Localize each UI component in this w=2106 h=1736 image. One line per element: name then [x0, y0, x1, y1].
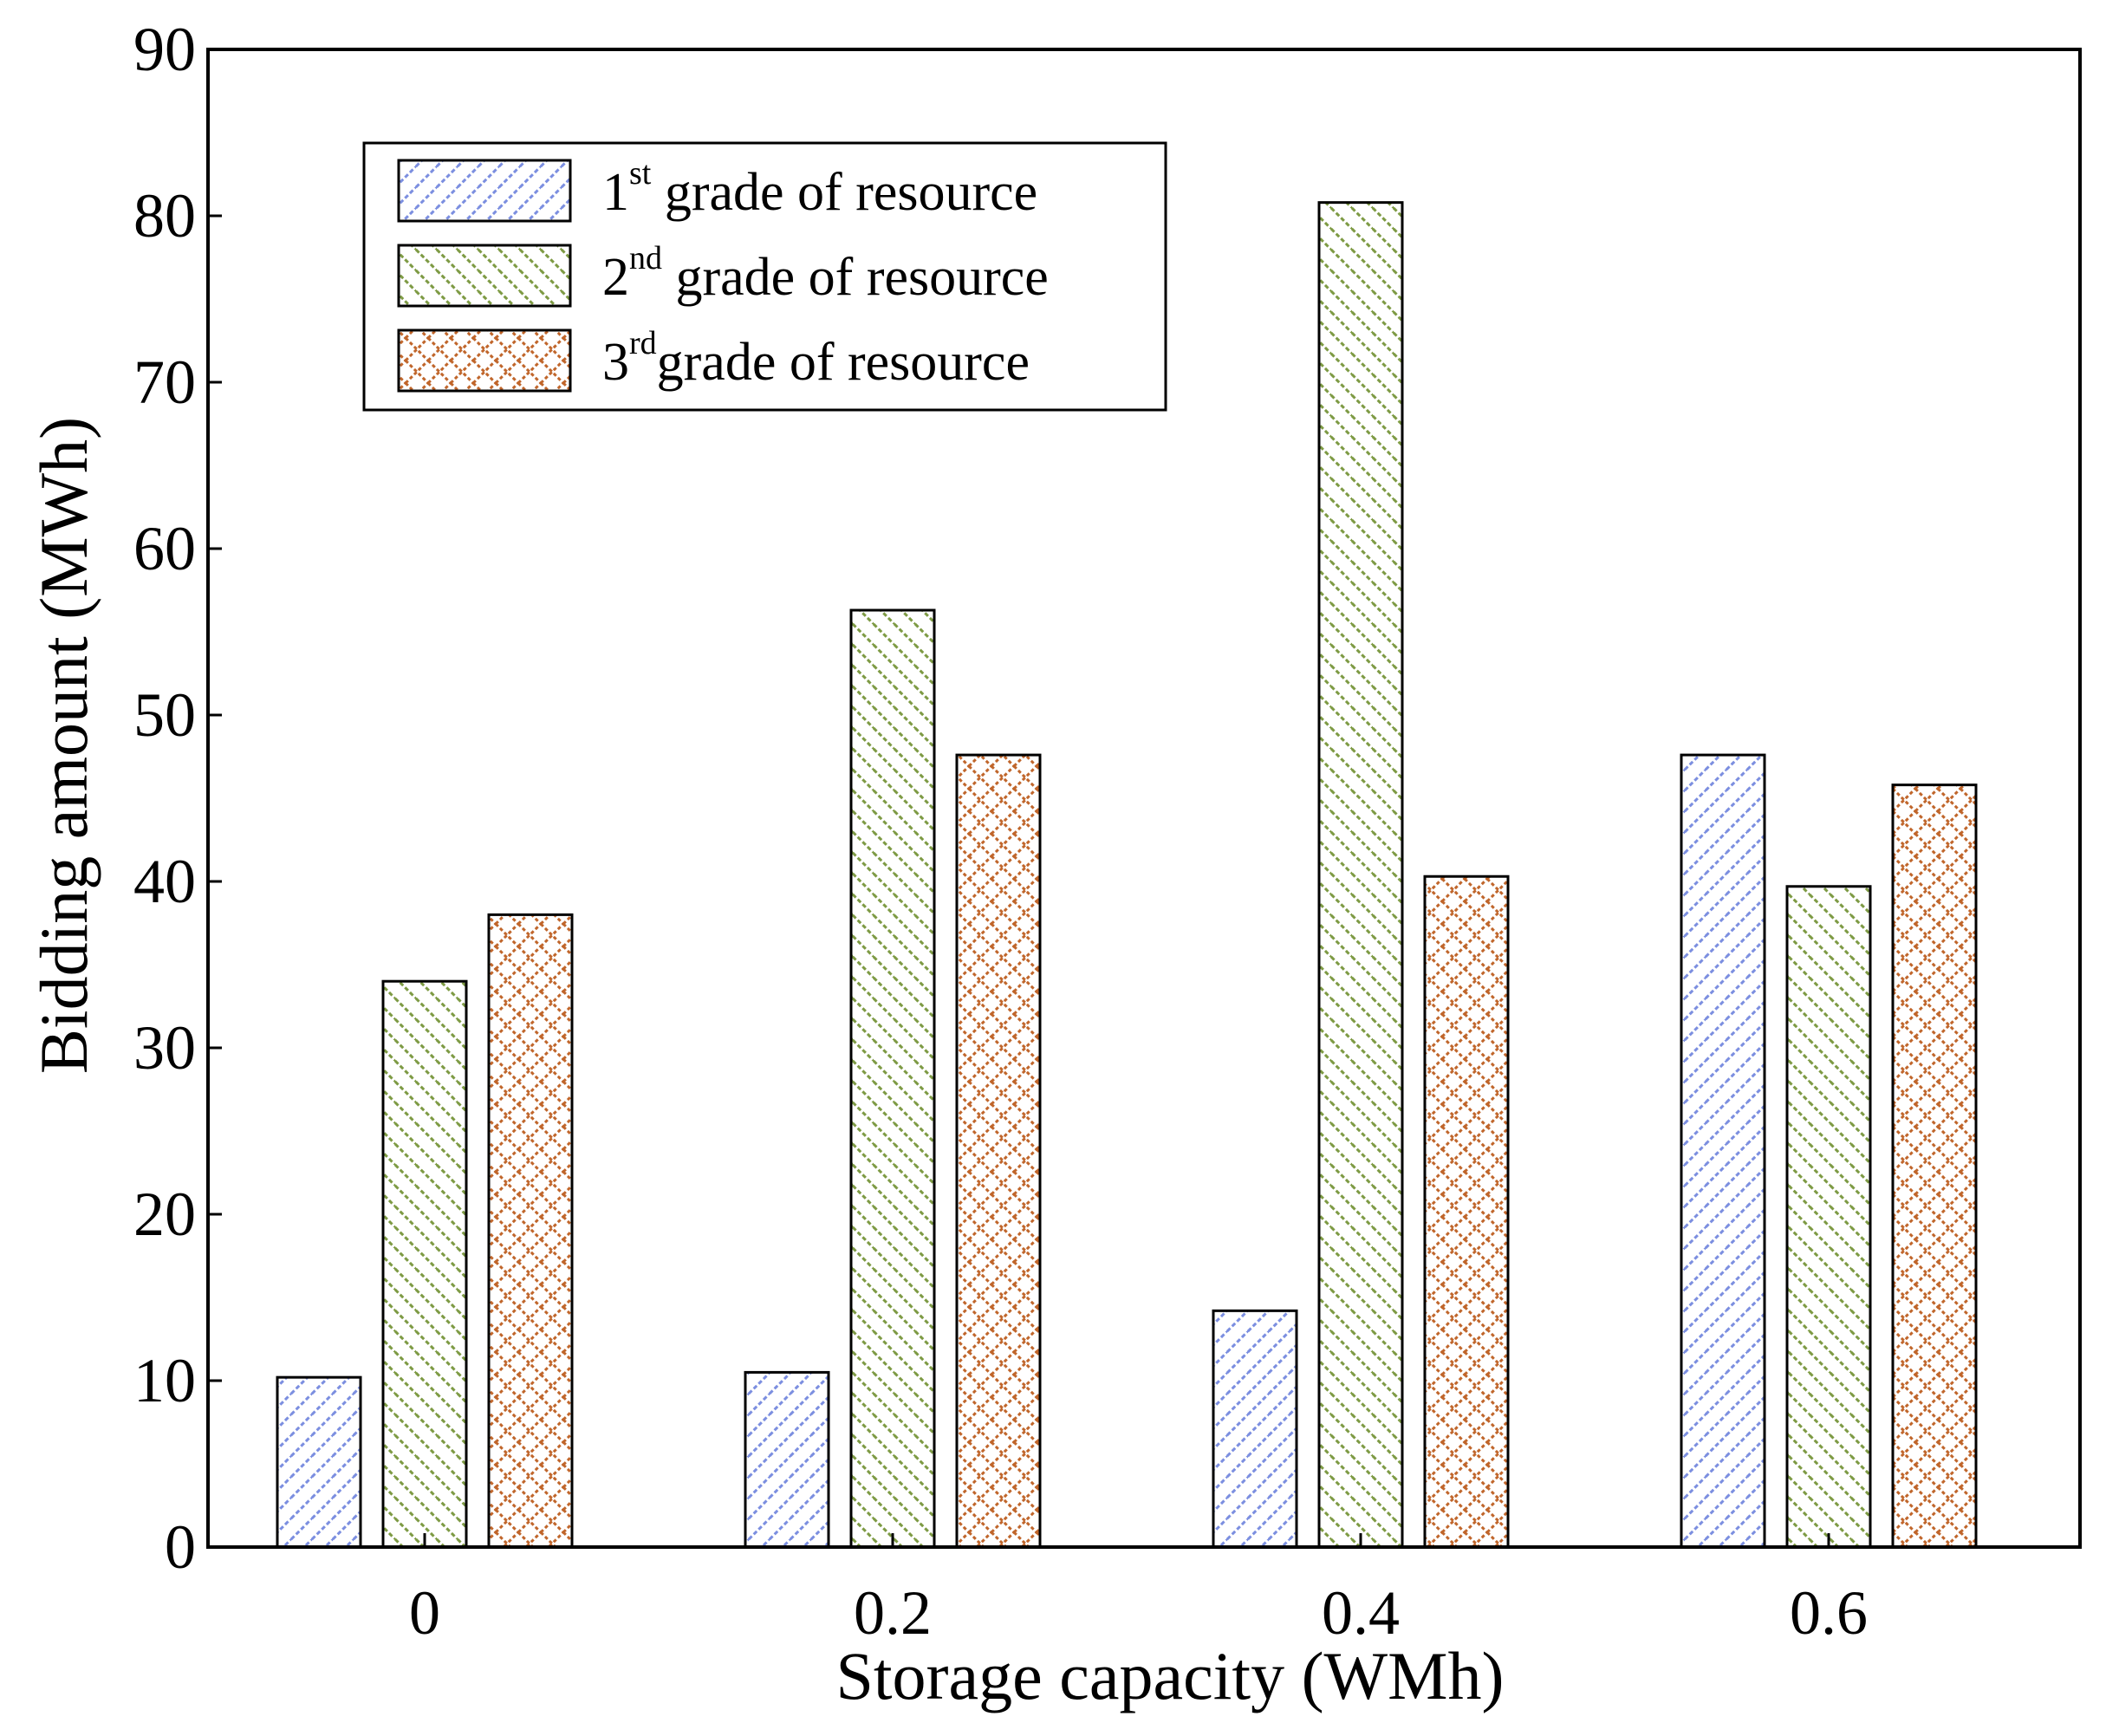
y-tick-label: 80 [133, 181, 196, 250]
y-tick-label: 10 [133, 1346, 196, 1415]
bar-series3-cat1 [487, 913, 574, 1549]
x-tick-label: 0.2 [854, 1578, 932, 1648]
legend-label-1: 1st grade of resource [602, 155, 1037, 222]
x-tick-label: 0 [409, 1578, 440, 1648]
y-axis-label: Bidding amount (MWh) [26, 417, 101, 1074]
bar-series3-cat2 [955, 753, 1042, 1549]
legend-swatch-1 [397, 159, 572, 223]
bar-series2-cat2 [849, 608, 936, 1549]
x-tick-label: 0.6 [1790, 1578, 1868, 1648]
legend-swatch-2 [397, 244, 572, 308]
y-tick-label: 20 [133, 1180, 196, 1249]
bar-series1-cat4 [1680, 753, 1766, 1549]
axes-group: 0 10 20 30 40 50 60 70 80 90 0 0.2 0.4 0.6 [133, 15, 2082, 1648]
legend: 1st grade of resource 2nd grade of resour… [362, 141, 1167, 412]
y-tick-label: 90 [133, 15, 196, 84]
y-tick-label: 50 [133, 680, 196, 750]
y-tick-label: 30 [133, 1013, 196, 1083]
bar-series3-cat3 [1423, 875, 1510, 1549]
legend-swatch-3 [397, 328, 572, 393]
y-tick-label: 0 [165, 1512, 196, 1582]
bar-series3-cat4 [1891, 783, 1978, 1549]
legend-label-3: 3rdgrade of resource [602, 325, 1030, 392]
y-tick-label: 40 [133, 847, 196, 916]
bar-series1-cat3 [1212, 1309, 1298, 1549]
x-tick-label: 0.4 [1322, 1578, 1400, 1648]
y-tick-label: 70 [133, 348, 196, 417]
x-axis-label: Storage capacity (WMh) [835, 1638, 1504, 1713]
bar-series2-cat4 [1785, 885, 1872, 1549]
bar-series1-cat1 [276, 1375, 362, 1549]
bars-group [276, 201, 1978, 1549]
y-tick-label: 60 [133, 514, 196, 583]
bar-series2-cat1 [381, 979, 468, 1549]
legend-label-2: 2nd grade of resource [602, 240, 1049, 307]
bar-series2-cat3 [1317, 201, 1404, 1549]
plot-frame [206, 48, 2082, 1549]
bar-series1-cat2 [744, 1370, 830, 1549]
